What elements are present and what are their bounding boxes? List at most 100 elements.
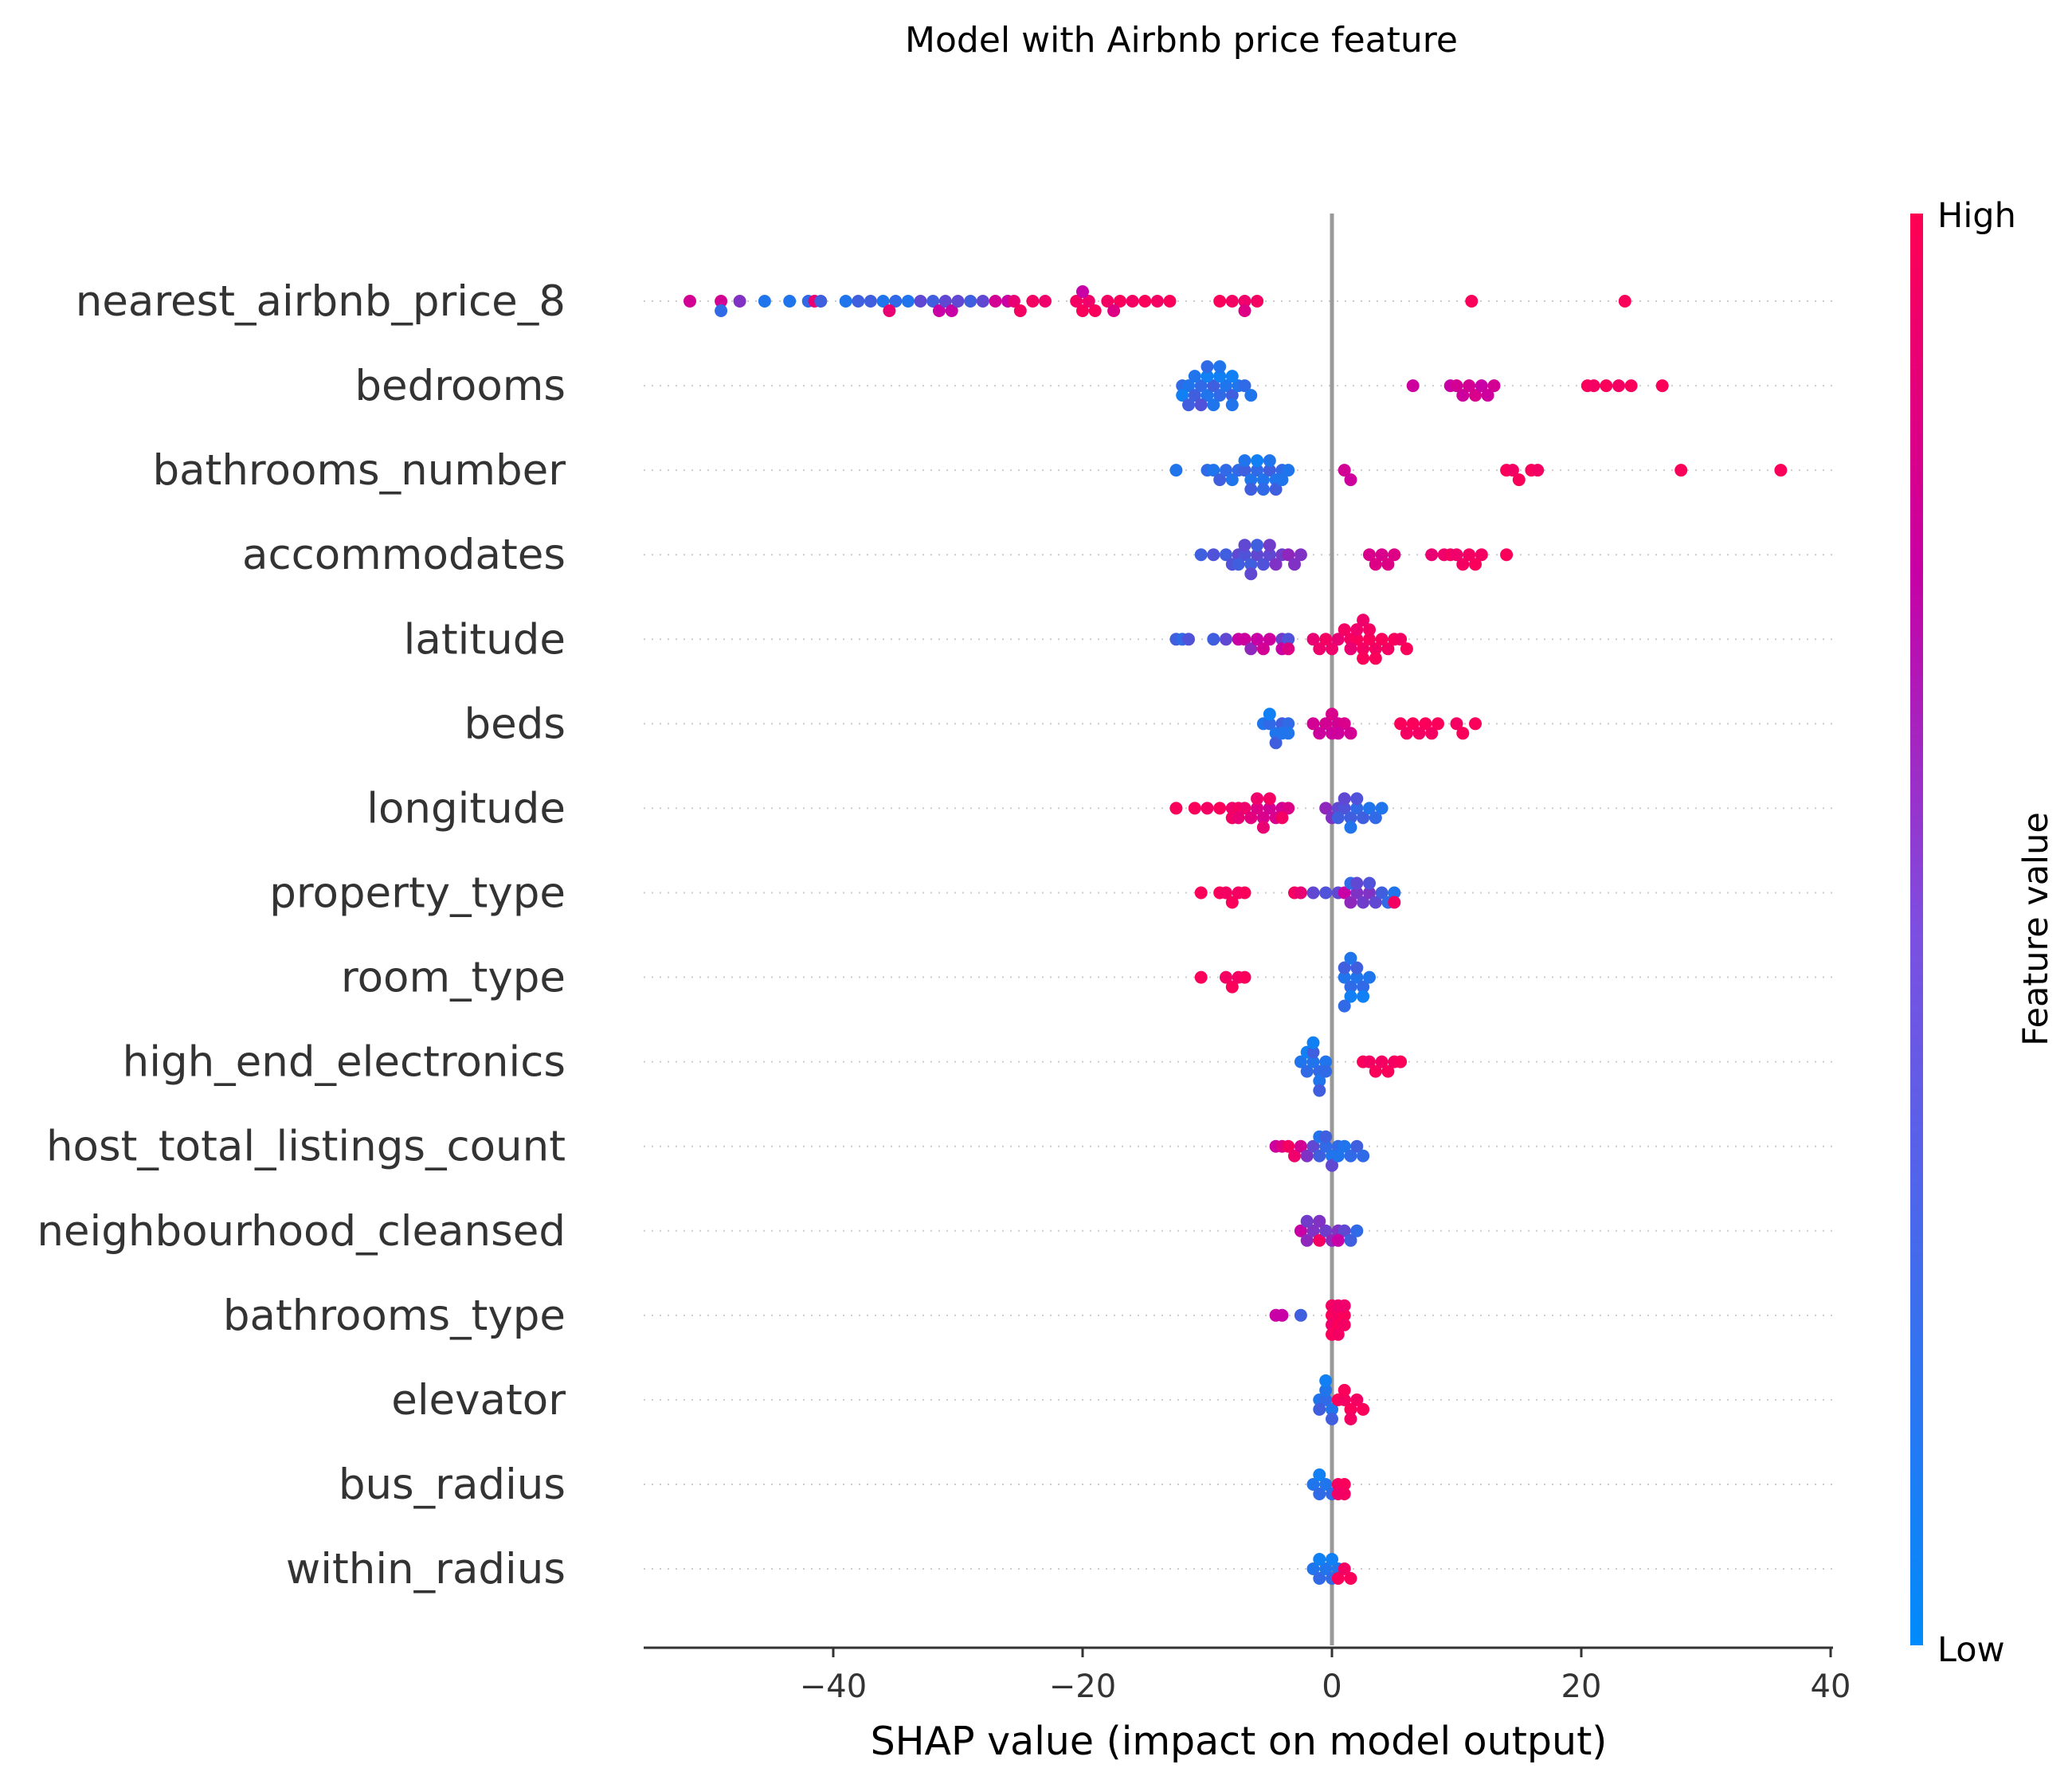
shap-point-nearest_airbnb_price_8 — [839, 295, 852, 308]
shap-point-within_radius — [1319, 1562, 1333, 1575]
shap-point-bedrooms — [1194, 379, 1208, 393]
feature-label-elevator: elevator — [391, 1376, 566, 1425]
shap-point-latitude — [1319, 633, 1333, 646]
feature-label-longitude: longitude — [366, 784, 566, 833]
shap-point-nearest_airbnb_price_8 — [883, 304, 896, 317]
feature-label-host_total_listings_count: host_total_listings_count — [46, 1123, 566, 1171]
shap-point-nearest_airbnb_price_8 — [814, 295, 828, 308]
shap-point-latitude — [1182, 633, 1195, 646]
shap-point-latitude — [1357, 614, 1370, 627]
shap-point-accommodates — [1251, 539, 1264, 552]
shap-point-longitude — [1275, 811, 1289, 825]
shap-point-within_radius — [1326, 1553, 1338, 1566]
shap-point-bedrooms — [1456, 389, 1470, 402]
shap-point-accommodates — [1256, 558, 1270, 571]
shap-point-latitude — [1344, 642, 1357, 656]
shap-point-accommodates — [1269, 558, 1283, 571]
shap-point-accommodates — [1220, 548, 1232, 562]
shap-point-property_type — [1344, 896, 1357, 909]
shap-point-nearest_airbnb_price_8 — [1213, 295, 1227, 308]
x-tick-label: 0 — [1322, 1668, 1342, 1705]
shap-point-nearest_airbnb_price_8 — [926, 295, 940, 308]
shap-point-nearest_airbnb_price_8 — [1076, 304, 1089, 317]
shap-point-elevator — [1319, 1393, 1333, 1406]
shap-point-neighbourhood_cleansed — [1300, 1233, 1314, 1247]
shap-point-nearest_airbnb_price_8 — [1088, 304, 1102, 317]
shap-point-host_total_listings_count — [1306, 1139, 1320, 1153]
shap-point-nearest_airbnb_price_8 — [783, 295, 797, 308]
shap-point-bus_radius — [1338, 1478, 1351, 1491]
shap-point-bathrooms_number — [1531, 464, 1545, 477]
shap-point-bedrooms — [1182, 398, 1195, 412]
shap-point-property_type — [1363, 876, 1376, 890]
shap-point-latitude — [1251, 633, 1264, 646]
shap-point-bathrooms_type — [1331, 1327, 1345, 1341]
shap-point-latitude — [1394, 633, 1408, 646]
shap-point-host_total_listings_count — [1282, 1139, 1295, 1153]
shap-point-high_end_electronics — [1300, 1064, 1314, 1078]
shap-point-host_total_listings_count — [1357, 1149, 1370, 1162]
shap-point-neighbourhood_cleansed — [1313, 1214, 1326, 1228]
shap-point-longitude — [1350, 802, 1364, 815]
row-guides — [644, 300, 1832, 1570]
shap-point-bedrooms — [1475, 379, 1488, 393]
shap-point-latitude — [1363, 633, 1376, 646]
shap-point-bedrooms — [1201, 389, 1214, 402]
shap-point-property_type — [1338, 886, 1351, 900]
shap-point-latitude — [1350, 623, 1364, 637]
shap-point-latitude — [1282, 642, 1295, 656]
shap-point-room_type — [1225, 980, 1239, 994]
shap-point-bathrooms_number — [1244, 473, 1258, 487]
feature-label-latitude: latitude — [404, 615, 566, 664]
shap-point-bathrooms_number — [1251, 464, 1264, 477]
shap-point-longitude — [1350, 792, 1364, 806]
shap-point-longitude — [1357, 811, 1370, 825]
shap-point-accommodates — [1375, 548, 1389, 562]
shap-point-nearest_airbnb_price_8 — [976, 295, 989, 308]
shap-point-elevator — [1326, 1412, 1338, 1425]
shap-point-bedrooms — [1481, 389, 1494, 402]
shap-point-elevator — [1326, 1402, 1338, 1416]
shap-point-host_total_listings_count — [1319, 1130, 1333, 1143]
shap-point-bathrooms_number — [1263, 454, 1276, 468]
shap-point-bedrooms — [1469, 389, 1482, 402]
shap-point-elevator — [1344, 1412, 1357, 1425]
shap-point-neighbourhood_cleansed — [1313, 1233, 1326, 1247]
feature-label-bathrooms_number: bathrooms_number — [152, 446, 566, 495]
shap-point-bathrooms_number — [1282, 464, 1295, 477]
shap-point-longitude — [1188, 802, 1201, 815]
shap-point-bedrooms — [1207, 398, 1220, 412]
shap-point-longitude — [1363, 802, 1376, 815]
shap-point-high_end_electronics — [1306, 1045, 1320, 1059]
shap-point-high_end_electronics — [1294, 1055, 1307, 1068]
shap-point-beds — [1338, 717, 1351, 731]
shap-point-beds — [1400, 727, 1413, 740]
shap-point-nearest_airbnb_price_8 — [715, 295, 728, 308]
shap-point-bathrooms_number — [1275, 473, 1289, 487]
shap-point-bathrooms_type — [1338, 1318, 1351, 1331]
colorbar-title: Feature value — [2016, 812, 2056, 1046]
shap-point-latitude — [1238, 633, 1251, 646]
shap-point-bathrooms_type — [1275, 1308, 1289, 1322]
shap-point-bedrooms — [1238, 379, 1251, 393]
shap-point-latitude — [1282, 633, 1295, 646]
shap-point-neighbourhood_cleansed — [1331, 1233, 1345, 1247]
shap-point-bedrooms — [1655, 379, 1669, 393]
colorbar-low-label: Low — [1937, 1630, 2005, 1670]
shap-point-property_type — [1375, 886, 1389, 900]
shap-point-longitude — [1244, 811, 1258, 825]
shap-point-beds — [1331, 727, 1345, 740]
shap-point-nearest_airbnb_price_8 — [933, 304, 946, 317]
shap-point-nearest_airbnb_price_8 — [1465, 295, 1479, 308]
shap-point-high_end_electronics — [1319, 1064, 1333, 1078]
shap-point-bedrooms — [1624, 379, 1638, 393]
shap-point-nearest_airbnb_price_8 — [1039, 295, 1052, 308]
shap-point-elevator — [1319, 1383, 1333, 1397]
shap-point-host_total_listings_count — [1338, 1139, 1351, 1153]
feature-label-property_type: property_type — [269, 868, 566, 917]
shap-point-accommodates — [1500, 548, 1514, 562]
shap-point-neighbourhood_cleansed — [1344, 1233, 1357, 1247]
shap-point-nearest_airbnb_price_8 — [758, 295, 771, 308]
shap-point-high_end_electronics — [1381, 1064, 1395, 1078]
shap-point-room_type — [1357, 980, 1370, 994]
